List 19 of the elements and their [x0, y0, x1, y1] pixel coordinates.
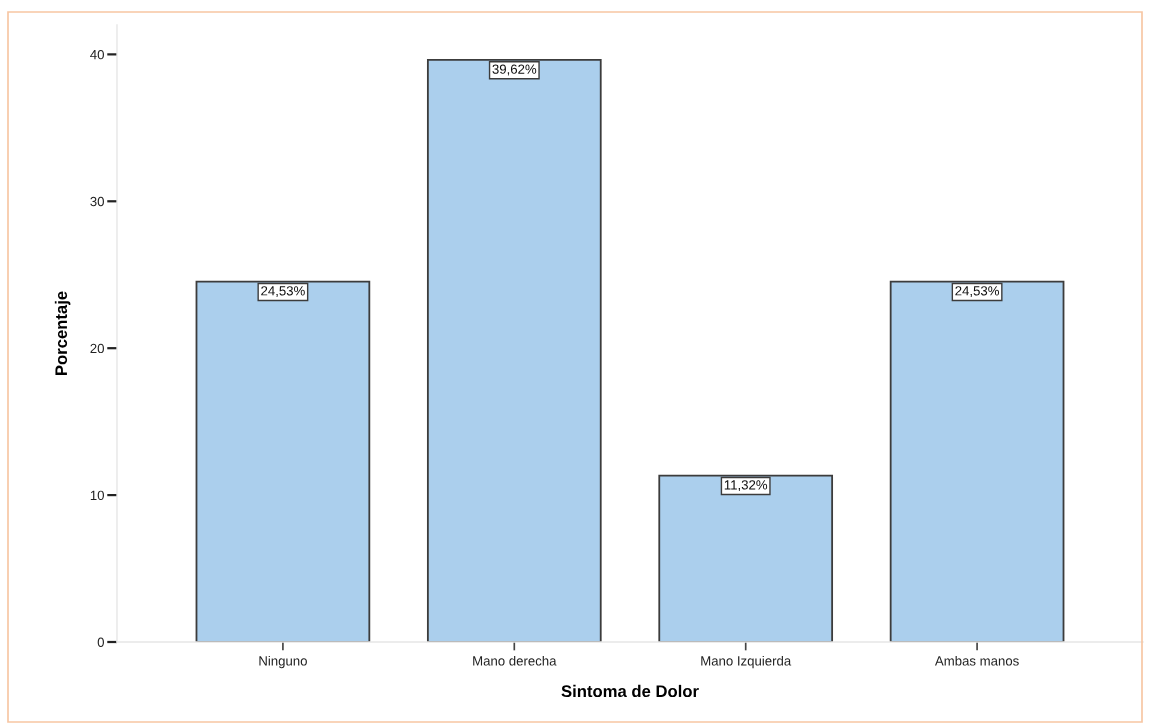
x-tick-label: Mano Izquierda: [701, 655, 792, 669]
y-tick-label: 30: [90, 196, 104, 207]
x-axis-title: Sintoma de Dolor: [561, 684, 699, 698]
bar: [658, 474, 834, 642]
x-tick-label: Ninguno: [259, 655, 307, 669]
y-tick-label: 0: [97, 637, 104, 647]
y-axis-title: Porcentaje: [54, 291, 71, 375]
bar: [426, 59, 602, 642]
x-tick-label: Mano derecha: [473, 655, 557, 666]
bar: [195, 280, 371, 642]
data-label: 24,53%: [955, 286, 999, 298]
data-label: 24,53%: [261, 286, 305, 298]
bar: [889, 280, 1065, 642]
y-tick-label: 40: [90, 49, 104, 60]
data-label: 39,62%: [492, 64, 537, 76]
y-tick-label: 10: [90, 490, 104, 501]
y-tick-label: 20: [90, 343, 104, 354]
data-label: 11,32%: [724, 480, 768, 492]
x-tick-label: Ambas manos: [934, 655, 1019, 666]
